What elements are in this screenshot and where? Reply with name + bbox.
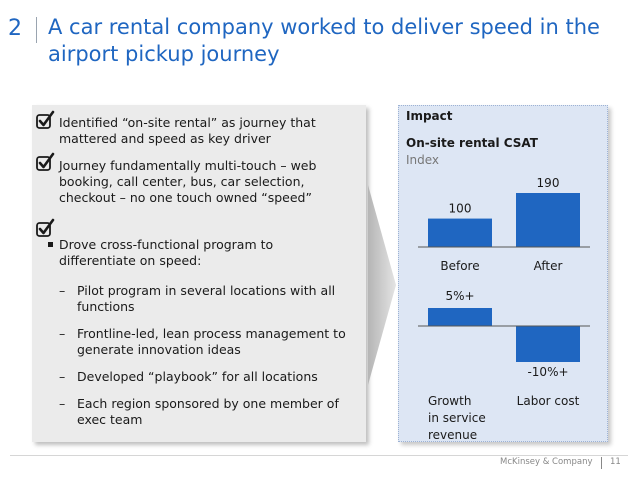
sub-item-2: Frontline-led, lean process management t…: [77, 326, 346, 357]
check-icon: [35, 218, 55, 238]
dash-marker: –: [59, 396, 66, 411]
sub-item-1: Pilot program in several locations with …: [77, 283, 336, 314]
chart-subtitle: Index: [406, 153, 440, 167]
left-panel: [32, 105, 366, 442]
data-label-labor-cost: -10%+: [527, 365, 568, 379]
right-panel: [398, 105, 608, 442]
slide-number: 2: [8, 16, 22, 41]
impact-charts: 100 Before 190 After 5%+ Growth in service reve…: [418, 176, 590, 440]
title-divider: [36, 17, 37, 43]
impact-heading: Impact: [406, 109, 453, 123]
dash-marker: –: [59, 369, 66, 384]
square-bullet: [48, 242, 53, 247]
bar-before: [428, 218, 492, 247]
check-icon: [35, 152, 55, 172]
category-label-growth-in-service-revenue: revenue: [428, 428, 477, 440]
data-label-growth-in-service-revenue: 5%+: [445, 289, 474, 303]
category-label-after: After: [534, 259, 563, 273]
data-label-before: 100: [449, 202, 472, 216]
bullet-text: Drove cross-functional program to differ…: [59, 237, 274, 268]
check-icon: [35, 110, 55, 130]
data-label-after: 190: [537, 176, 560, 190]
chart-title: On-site rental CSAT: [406, 136, 538, 150]
footer-brand: McKinsey & Company: [500, 457, 593, 467]
checked-item-1: Identified “on-site rental” as journey t…: [59, 115, 316, 146]
sub-item-4: Each region sponsored by one member of e…: [77, 396, 339, 427]
chevron-arrow: [368, 185, 396, 385]
footer-line: [10, 455, 628, 456]
bar-growth-in-service-revenue: [428, 308, 492, 326]
dash-marker: –: [59, 326, 66, 341]
slide-title: A car rental company worked to deliver s…: [48, 15, 600, 66]
bar-after: [516, 193, 580, 247]
category-label-before: Before: [440, 259, 479, 273]
category-label-growth-in-service-revenue: Growth: [428, 394, 471, 408]
category-label-growth-in-service-revenue: in service: [428, 411, 486, 425]
dash-marker: –: [59, 283, 66, 298]
category-label-labor-cost: Labor cost: [517, 394, 580, 408]
bar-labor-cost: [516, 326, 580, 362]
sub-item-3: Developed “playbook” for all locations: [77, 369, 318, 384]
footer-page-number: 11: [610, 457, 621, 467]
footer-divider: [601, 457, 602, 469]
checked-item-2: Journey fundamentally multi-touch – web …: [59, 158, 317, 205]
